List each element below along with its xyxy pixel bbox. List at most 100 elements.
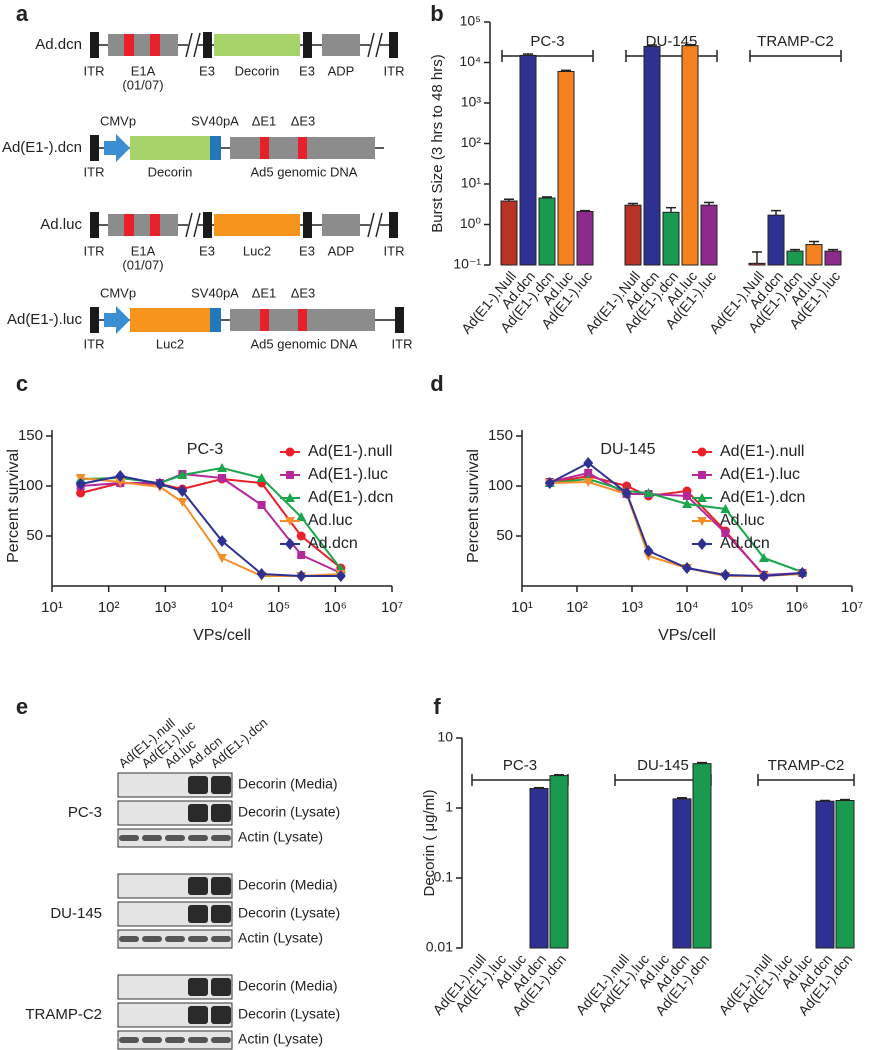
bar bbox=[624, 204, 642, 266]
band bbox=[119, 835, 139, 841]
construct-label: Ad5 genomic DNA bbox=[251, 336, 358, 351]
marker bbox=[217, 554, 227, 563]
series-line bbox=[549, 471, 803, 577]
marker bbox=[217, 463, 227, 472]
bar bbox=[576, 210, 594, 266]
cell-line-label: DU-145 bbox=[50, 905, 102, 922]
panel-label: b bbox=[430, 1, 443, 26]
deletion bbox=[260, 309, 269, 331]
group-label: DU-145 bbox=[637, 757, 689, 774]
construct-name: Ad(E1-).luc bbox=[7, 311, 83, 328]
band bbox=[188, 804, 208, 822]
band bbox=[119, 1037, 139, 1043]
marker bbox=[583, 457, 594, 469]
marker bbox=[286, 471, 294, 479]
x-axis-label: VPs/cell bbox=[658, 627, 716, 644]
itr bbox=[90, 135, 99, 161]
band bbox=[188, 877, 208, 895]
marker bbox=[697, 538, 707, 550]
y-tick-label: 0.01 bbox=[426, 939, 453, 955]
deletion bbox=[298, 137, 307, 159]
cmv-arrow bbox=[104, 306, 130, 334]
blot-label: Decorin (Lysate) bbox=[238, 804, 340, 820]
cell-line-label: PC-3 bbox=[68, 804, 102, 821]
marker bbox=[285, 538, 295, 550]
band bbox=[188, 978, 208, 996]
insert bbox=[130, 308, 210, 332]
legend-label: Ad(E1-).dcn bbox=[308, 489, 393, 506]
e1a bbox=[108, 34, 178, 56]
x-tick-label: 10⁵ bbox=[267, 599, 290, 616]
itr bbox=[90, 212, 99, 238]
construct-label: ΔE3 bbox=[291, 285, 316, 300]
adp bbox=[322, 34, 360, 56]
bar bbox=[557, 70, 575, 266]
marker bbox=[177, 498, 188, 507]
marker bbox=[758, 570, 769, 582]
y-tick-label: 0.1 bbox=[434, 869, 454, 885]
break-gap bbox=[188, 211, 198, 239]
band bbox=[211, 1037, 231, 1043]
y-tick-label: 100 bbox=[18, 477, 43, 494]
band bbox=[211, 776, 231, 794]
insert bbox=[214, 214, 300, 236]
legend-label: Ad.dcn bbox=[720, 535, 770, 552]
break-mark bbox=[375, 32, 383, 58]
bar bbox=[824, 250, 842, 266]
cmv-arrow bbox=[104, 134, 130, 162]
break-mark bbox=[193, 212, 201, 238]
bar bbox=[672, 798, 692, 949]
marker bbox=[683, 492, 691, 500]
legend-label: Ad.luc bbox=[720, 512, 764, 529]
e1a bbox=[108, 214, 178, 236]
construct-name: Ad.dcn bbox=[35, 36, 82, 53]
y-tick-label: 150 bbox=[18, 427, 43, 444]
marker bbox=[758, 553, 769, 562]
construct-label: ITR bbox=[392, 336, 413, 351]
y-tick-label: 50 bbox=[496, 527, 513, 544]
panel-label: f bbox=[433, 694, 441, 719]
legend-label: Ad(E1-).dcn bbox=[720, 489, 805, 506]
bar bbox=[519, 54, 537, 266]
x-tick-label: 10⁵ bbox=[731, 599, 754, 616]
bar bbox=[767, 214, 785, 266]
marker bbox=[75, 478, 86, 490]
band bbox=[188, 905, 208, 923]
x-tick-label: 10³ bbox=[154, 599, 176, 616]
construct-label: ITR bbox=[84, 243, 105, 258]
marker bbox=[682, 562, 692, 574]
band bbox=[211, 877, 231, 895]
blot-label: Decorin (Lysate) bbox=[238, 905, 340, 921]
x-tick-label: 10¹ bbox=[511, 599, 533, 616]
band bbox=[211, 936, 231, 942]
legend-label: Ad(E1-).null bbox=[308, 443, 392, 460]
bar bbox=[500, 200, 518, 266]
x-tick-label: 10³ bbox=[621, 599, 643, 616]
bar bbox=[692, 763, 712, 949]
series-line bbox=[80, 466, 342, 570]
x-tick-label: 10⁴ bbox=[675, 599, 698, 616]
y-tick-label: 10⁻¹ bbox=[453, 256, 481, 272]
marker bbox=[797, 567, 808, 579]
y-tick-label: 100 bbox=[488, 477, 513, 494]
x-tick-label: 10¹ bbox=[41, 599, 63, 616]
series-line bbox=[549, 461, 803, 578]
e1a-mut bbox=[124, 214, 134, 236]
marker bbox=[544, 477, 555, 489]
blot-label: Actin (Lysate) bbox=[238, 930, 323, 946]
construct-label: ADP bbox=[328, 243, 355, 258]
blot-label: Decorin (Lysate) bbox=[238, 1006, 340, 1022]
construct-label: ΔE1 bbox=[252, 285, 277, 300]
x-tick-label: 10⁴ bbox=[210, 599, 233, 616]
marker bbox=[177, 470, 188, 479]
itr bbox=[389, 212, 398, 238]
panel-label: a bbox=[16, 1, 29, 26]
marker bbox=[584, 469, 593, 477]
construct-label: Luc2 bbox=[156, 336, 184, 351]
marker bbox=[720, 504, 731, 513]
band bbox=[211, 978, 231, 996]
blot-label: Decorin (Media) bbox=[238, 978, 338, 994]
construct-label: E3 bbox=[199, 243, 215, 258]
marker bbox=[296, 570, 307, 582]
